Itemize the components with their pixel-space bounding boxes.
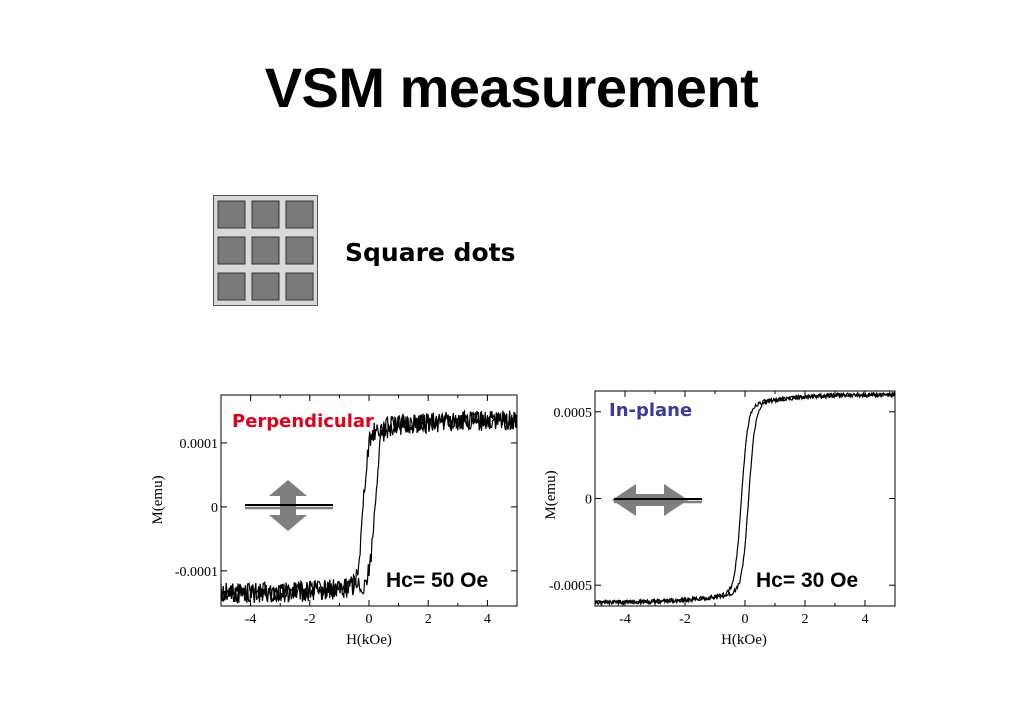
sample-dot-7 xyxy=(217,272,246,301)
y-tick-label: -0.0005 xyxy=(549,579,592,594)
x-tick-label: -2 xyxy=(679,612,691,627)
sample-dot-3 xyxy=(285,200,314,229)
x-axis-label: H(kOe) xyxy=(721,632,767,648)
chart-perpendicular: -4 -2 0 2 4 -0.0001 0 0.0001 H(kOe) M(emu) Per… xyxy=(150,394,518,648)
x-tick-label: -4 xyxy=(245,612,257,627)
y-axis-label: M(emu) xyxy=(543,470,559,519)
hysteresis-branch-decreasing xyxy=(594,391,896,607)
y-tick-label: 0.0001 xyxy=(180,437,219,452)
x-tick-label: 0 xyxy=(742,612,749,627)
sample-label: Square dots xyxy=(345,238,516,267)
x-tick-label: 4 xyxy=(484,612,491,627)
chart-in-plane: -4 -2 0 2 4 -0.0005 0 0.0005 H(kOe) M(emu) In-… xyxy=(543,390,896,648)
sample-dot-1 xyxy=(217,200,246,229)
perpendicular-field-icon xyxy=(245,480,333,531)
coercivity-annotation: Hc= 50 Oe xyxy=(386,569,488,592)
tick-marks xyxy=(220,395,518,606)
coercivity-annotation: Hc= 30 Oe xyxy=(756,569,858,592)
sample-dot-8 xyxy=(251,272,280,301)
x-tick-label: 4 xyxy=(862,612,869,627)
x-tick-labels: -4 -2 0 2 4 xyxy=(619,612,868,627)
x-tick-label: 0 xyxy=(366,612,373,627)
x-tick-labels: -4 -2 0 2 4 xyxy=(245,612,491,627)
y-tick-label: 0.0005 xyxy=(554,406,593,421)
hysteresis-curves xyxy=(594,390,896,607)
hysteresis-branch-increasing xyxy=(220,409,518,604)
square-dots-sample-icon xyxy=(213,195,318,306)
sample-dot-5 xyxy=(251,236,280,265)
y-tick-labels: -0.0001 0 0.0001 xyxy=(175,437,218,580)
in-plane-field-icon xyxy=(612,484,702,516)
y-tick-label: 0 xyxy=(211,501,218,516)
sample-dot-4 xyxy=(217,236,246,265)
y-axis-label: M(emu) xyxy=(150,475,166,524)
x-tick-label: -2 xyxy=(304,612,316,627)
sample-dot-2 xyxy=(251,200,280,229)
page-title: VSM measurement xyxy=(264,56,759,119)
y-tick-labels: -0.0005 0 0.0005 xyxy=(549,406,592,594)
sample-dots-group xyxy=(217,200,314,301)
y-tick-label: -0.0001 xyxy=(175,565,218,580)
x-tick-label: 2 xyxy=(802,612,809,627)
hysteresis-branch-increasing xyxy=(594,390,896,607)
x-tick-label: -4 xyxy=(619,612,631,627)
orientation-label: Perpendicular xyxy=(232,411,374,432)
orientation-label: In-plane xyxy=(609,400,692,421)
hysteresis-curves xyxy=(220,409,518,604)
hysteresis-branch-decreasing xyxy=(220,410,518,604)
x-axis-label: H(kOe) xyxy=(346,632,392,648)
x-tick-label: 2 xyxy=(425,612,432,627)
sample-dot-9 xyxy=(285,272,314,301)
y-tick-label: 0 xyxy=(585,493,592,508)
sample-dot-6 xyxy=(285,236,314,265)
